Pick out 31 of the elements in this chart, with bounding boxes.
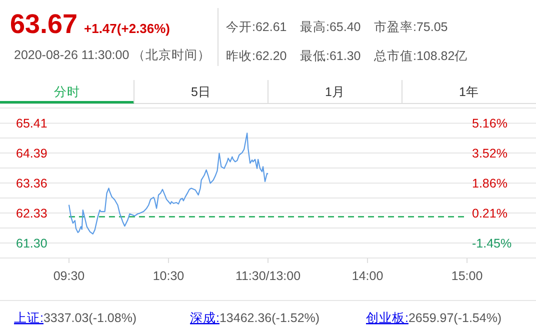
text: 上证:3337.03(-1.08%) [14,311,137,325]
text: 最低:61.30 [300,49,361,63]
text: 昨收:62.20 [226,49,287,63]
x-tick-label: 11:30/13:00 [235,269,301,283]
text: 分时 [54,85,80,99]
y-tick-label: 61.30 [16,236,48,250]
y-tick-label: 63.36 [16,176,48,190]
y-tick-label: 62.33 [16,206,48,220]
text: 创业板:2659.97(-1.54%) [366,311,502,325]
y2-tick-label: -1.45% [472,236,512,250]
text: 市盈率:75.05 [374,19,448,34]
chart-subtitle: +1.47(+2.36%) [84,21,170,36]
x-tick-label: 09:30 [53,269,85,283]
y2-tick-label: 5.16% [472,116,508,131]
text: 1年 [459,85,479,99]
y2-tick-label: 1.86% [472,176,508,190]
text: 今开:62.61 [226,20,287,34]
text: 最高:65.40 [300,19,361,34]
text: 2020-08-26 11:30:00 （北京时间） [14,48,211,62]
chart-title: 63.67 [10,9,78,39]
y2-tick-label: 0.21% [472,206,508,220]
x-tick-label: 14:00 [352,269,384,283]
y-tick-label: 64.39 [16,146,48,160]
text: 5日 [191,85,211,99]
text: 总市值:108.82亿 [373,49,468,63]
x-tick-label: 15:00 [451,269,483,283]
y2-tick-label: 3.52% [472,146,508,160]
y-tick-label: 65.41 [16,116,48,131]
x-tick-label: 10:30 [152,269,184,283]
text: 深成:13462.36(-1.52%) [190,311,320,325]
text: 1月 [325,85,345,99]
